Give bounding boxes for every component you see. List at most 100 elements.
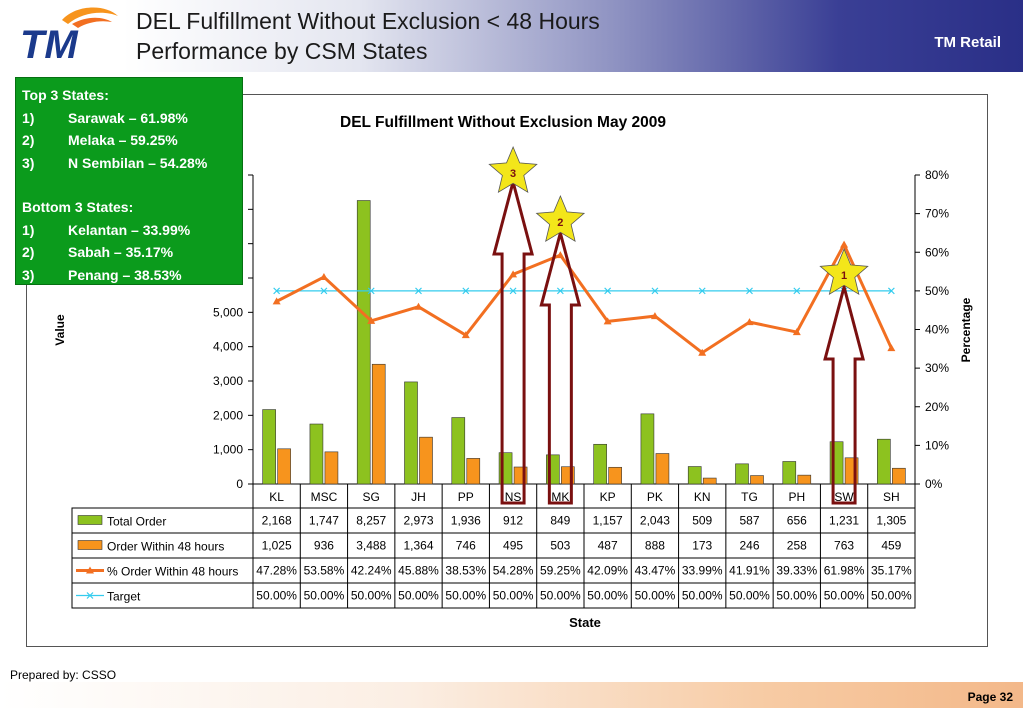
- highlight-arrow: [539, 227, 582, 505]
- data-table-cell: 61.98%: [824, 564, 865, 578]
- data-table-cell: 47.28%: [256, 564, 297, 578]
- highlight-arrow: [492, 176, 535, 505]
- pct-point: [272, 297, 281, 305]
- spacer: [22, 174, 236, 196]
- brand-label: TM Retail: [934, 34, 1001, 51]
- y2-tick-label: 60%: [925, 245, 949, 259]
- data-table-cell: 509: [692, 514, 712, 528]
- logo-wordmark: TM: [20, 23, 79, 66]
- rank-number: 3: [510, 168, 516, 180]
- data-table-cell: 41.91%: [729, 564, 770, 578]
- top-state-item: 1) Sarawak – 61.98%: [22, 107, 236, 130]
- data-table-cell: 53.58%: [304, 564, 345, 578]
- data-table-cell: 1,936: [451, 514, 481, 528]
- pct-point: [509, 270, 518, 278]
- y2-tick-label: 40%: [925, 323, 949, 337]
- bar-total-order: [877, 438, 891, 485]
- target-point: [415, 287, 422, 295]
- x-tick-label: SW: [834, 490, 854, 504]
- pct-point: [603, 317, 612, 325]
- target-point: [462, 287, 470, 295]
- data-table-cell: 763: [834, 539, 854, 553]
- x-tick-label: SH: [883, 490, 900, 504]
- data-table-cell: 50.00%: [304, 589, 345, 603]
- legend-swatch: [77, 540, 103, 550]
- data-table-cell: 50.00%: [445, 589, 486, 603]
- target-point: [320, 287, 328, 295]
- x-tick-label: SG: [363, 490, 380, 504]
- legend-swatch: [77, 515, 103, 525]
- top-states-heading: Top 3 States:: [22, 87, 109, 103]
- data-table-cell: 35.17%: [871, 564, 912, 578]
- data-table-cell: 42.09%: [587, 564, 628, 578]
- bar-total-order: [735, 463, 749, 485]
- data-table-cell: 43.47%: [635, 564, 676, 578]
- pct-point: [414, 302, 423, 310]
- rank-number: 1: [841, 270, 847, 282]
- y-tick-label: 3,000: [213, 374, 243, 388]
- bottom-states-heading: Bottom 3 States:: [22, 199, 134, 215]
- data-table-cell: 1,157: [593, 514, 623, 528]
- bottom-state-item: 1) Kelantan – 33.99%: [22, 219, 236, 242]
- rank-star-icon: [488, 145, 538, 194]
- list-text: Penang – 38.53%: [68, 266, 182, 283]
- bottom-state-item: 2) Sabah – 35.17%: [22, 241, 236, 264]
- bar-order-within-48h: [324, 451, 339, 485]
- bar-order-within-48h: [371, 363, 386, 485]
- slide-header: TM DEL Fulfillment Without Exclusion < 4…: [0, 0, 1023, 72]
- data-table-cell: 487: [598, 539, 618, 553]
- bar-order-within-48h: [655, 453, 670, 485]
- y2-tick-label: 10%: [925, 438, 949, 452]
- list-text: Sabah – 35.17%: [68, 244, 174, 260]
- pct-point: [887, 344, 896, 352]
- data-table-cell: 936: [314, 539, 334, 553]
- y2-tick-label: 50%: [925, 284, 949, 298]
- x-tick-label: MK: [551, 490, 569, 504]
- pct-point: [792, 328, 801, 336]
- bar-order-within-48h: [466, 458, 481, 485]
- data-table-cell: 2,043: [640, 514, 670, 528]
- legend-marker: [86, 592, 94, 599]
- list-number: 2): [22, 132, 35, 148]
- data-table-cell: 50.00%: [682, 589, 723, 603]
- bar-total-order: [404, 381, 418, 485]
- legend-label: Order Within 48 hours: [107, 540, 224, 554]
- bar-order-within-48h: [277, 448, 291, 485]
- data-table-cell: 1,305: [876, 514, 906, 528]
- bar-total-order: [593, 443, 607, 485]
- data-table-cell: 173: [692, 539, 712, 553]
- page-number: Page 32: [967, 690, 1013, 704]
- bar-total-order: [309, 423, 324, 485]
- summary-box: Top 3 States: 1) Sarawak – 61.98% 2) Melak…: [15, 77, 243, 285]
- data-table-cell: 495: [503, 539, 523, 553]
- bar-total-order: [262, 409, 276, 485]
- data-table-cell: 258: [787, 539, 807, 553]
- x-axis-title: State: [569, 615, 601, 630]
- logo-swoosh-orange: [62, 7, 118, 24]
- bar-order-within-48h: [608, 466, 622, 485]
- data-table-cell: 912: [503, 514, 523, 528]
- y2-axis-title: Percentage: [959, 297, 973, 362]
- list-text: Melaka – 59.25%: [68, 132, 178, 148]
- data-table-cell: 50.00%: [540, 589, 581, 603]
- target-point: [273, 287, 281, 295]
- list-text: N Sembilan – 54.28%: [68, 154, 208, 171]
- target-point: [793, 287, 801, 295]
- target-point: [367, 287, 375, 295]
- highlight-arrow: [823, 281, 866, 505]
- data-table-cell: 1,364: [403, 539, 433, 553]
- pct-point: [556, 251, 565, 259]
- pct-point: [367, 316, 376, 324]
- pct-point: [840, 240, 849, 248]
- x-tick-label: KN: [694, 490, 711, 504]
- tm-logo: TM: [20, 7, 118, 66]
- target-point: [651, 287, 659, 295]
- x-tick-label: JH: [411, 490, 426, 504]
- data-table-cell: 38.53%: [445, 564, 486, 578]
- list-text: Kelantan – 33.99%: [68, 221, 191, 238]
- bar-total-order: [782, 461, 797, 485]
- data-table-cell: 33.99%: [682, 564, 723, 578]
- y-tick-label: 0: [236, 477, 243, 491]
- pct-point: [650, 312, 659, 320]
- y-axis-title: Value: [53, 314, 67, 346]
